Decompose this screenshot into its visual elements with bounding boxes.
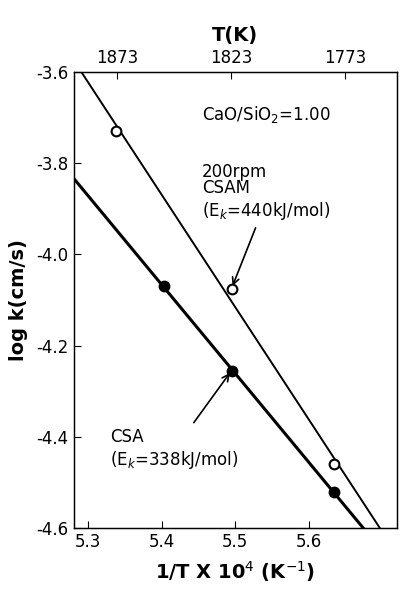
Text: CSA
(E$_k$=338kJ/mol): CSA (E$_k$=338kJ/mol): [110, 374, 238, 471]
X-axis label: 1/T X 10$^4$ (K$^{-1}$): 1/T X 10$^4$ (K$^{-1}$): [155, 559, 315, 584]
X-axis label: T(K): T(K): [212, 26, 258, 45]
Text: CSAM
(E$_k$=440kJ/mol): CSAM (E$_k$=440kJ/mol): [202, 179, 330, 284]
Text: CaO/SiO$_2$=1.00: CaO/SiO$_2$=1.00: [202, 104, 331, 125]
Text: 200rpm: 200rpm: [202, 163, 267, 181]
Y-axis label: log k(cm/s): log k(cm/s): [9, 239, 28, 361]
